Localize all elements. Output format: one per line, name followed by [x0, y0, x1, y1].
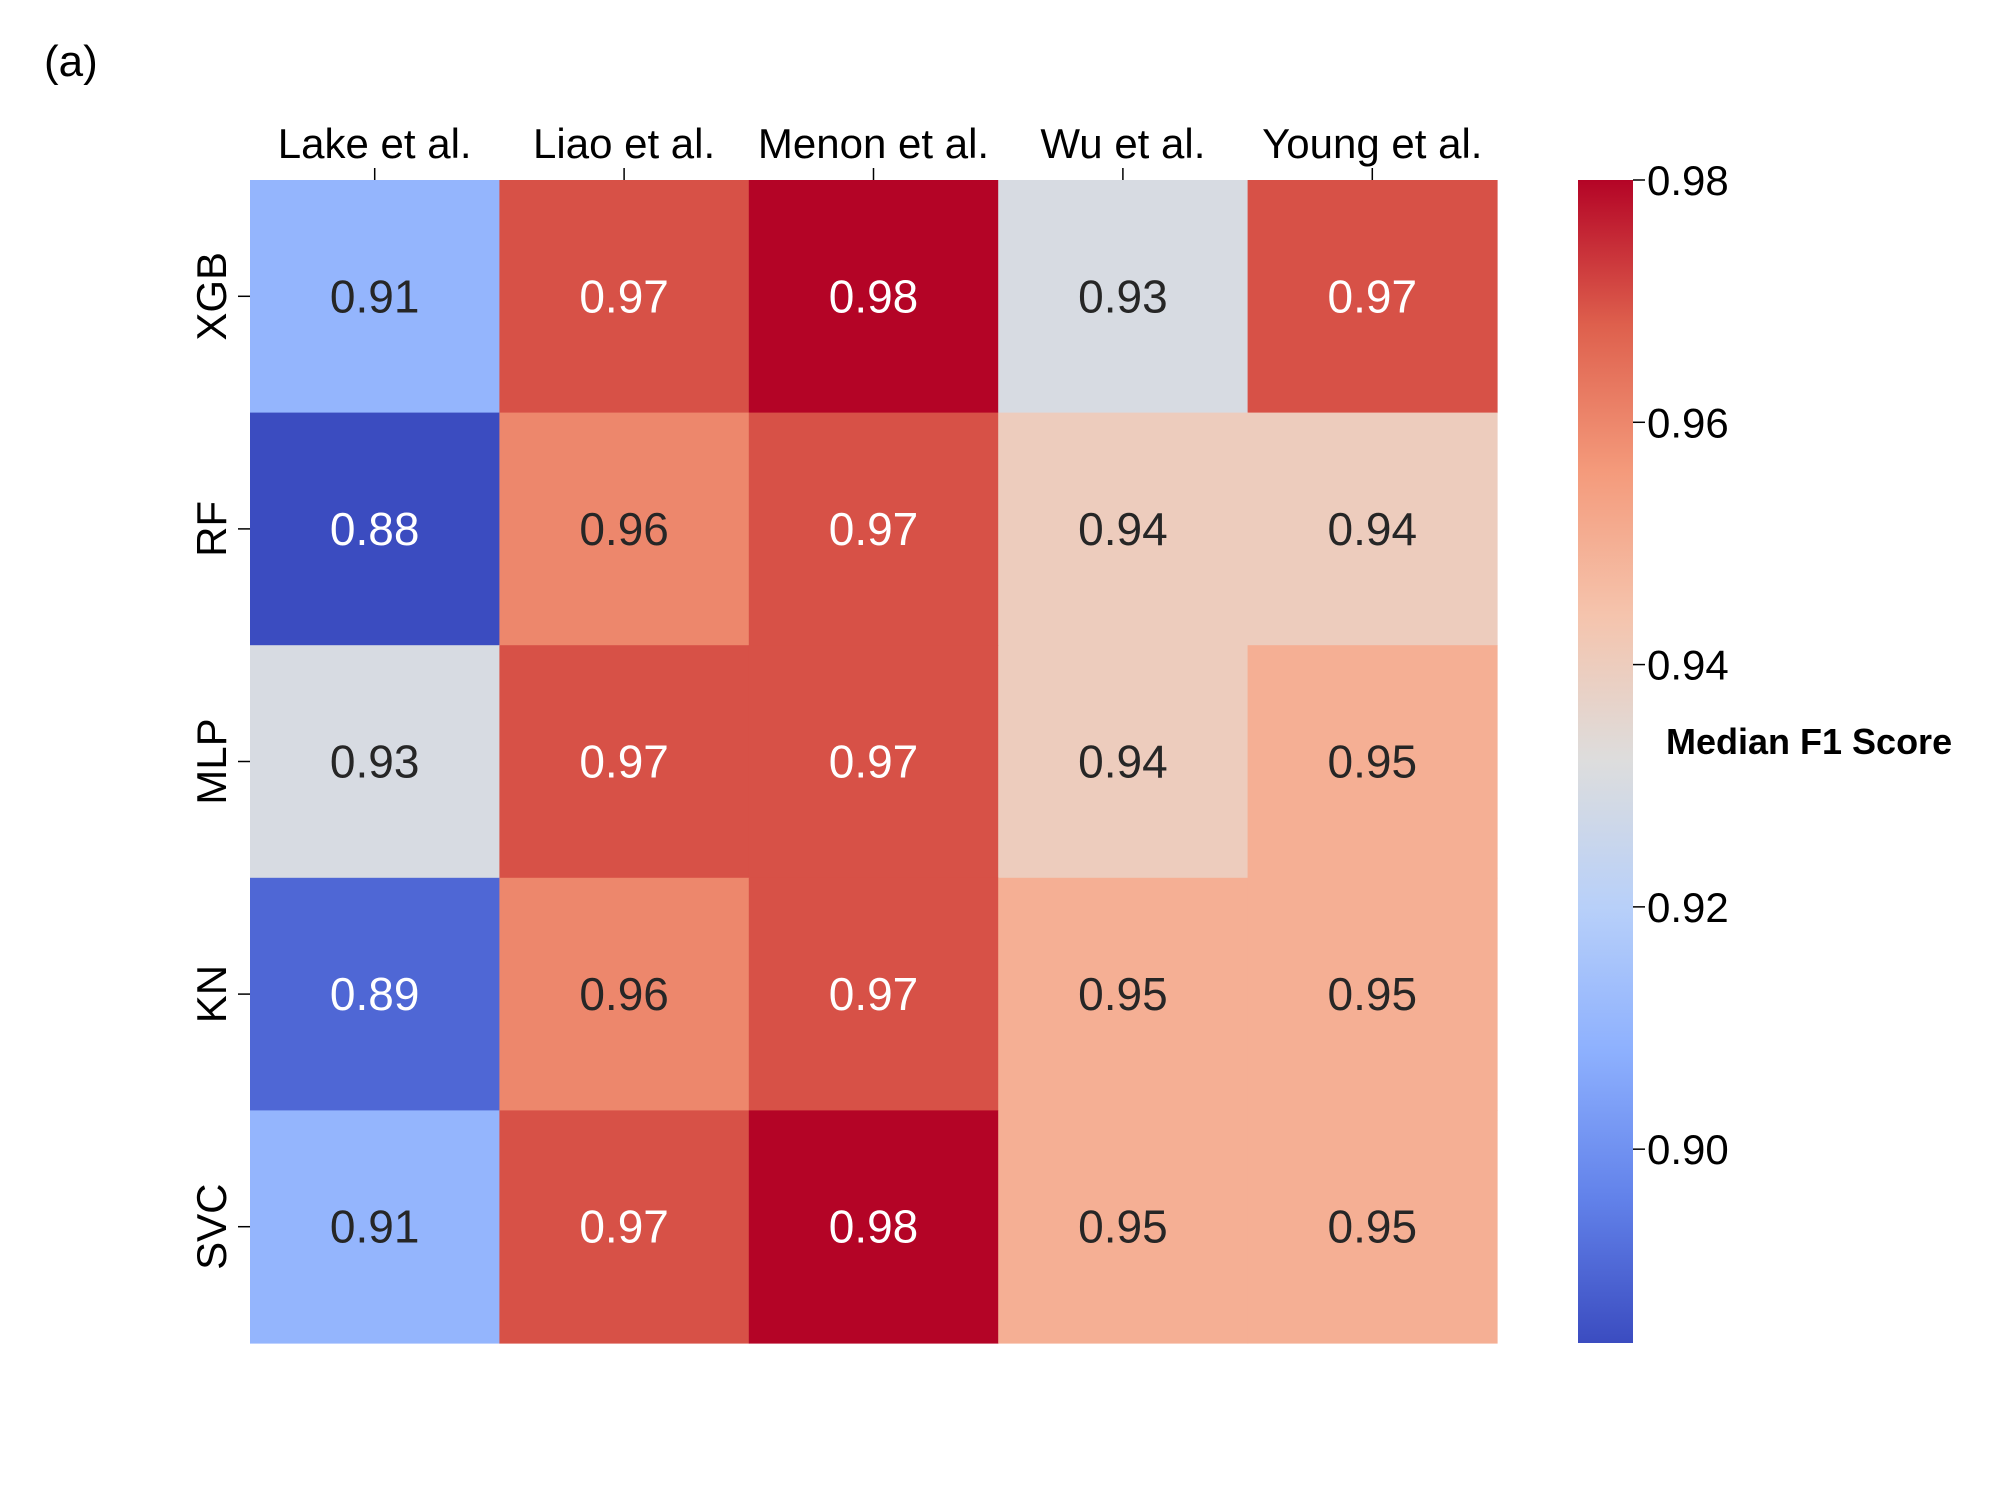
heatmap-cell-r0-c1: [499, 180, 750, 414]
heatmap-cells: [250, 180, 1498, 1344]
cell-value-label-r1-c1: 0.96: [579, 503, 669, 555]
cell-value-label-r4-c0: 0.91: [330, 1201, 420, 1253]
cell-value-label-r1-c2: 0.97: [829, 503, 919, 555]
cell-value-label-r0-c4: 0.97: [1328, 270, 1418, 322]
colorbar: 0.90 0.92 0.94 0.96 0.98 Median F1 Score: [1578, 157, 1952, 1343]
cell-value-label-r1-c0: 0.88: [330, 503, 420, 555]
cell-value-label-r3-c2: 0.97: [829, 968, 919, 1020]
heatmap-cell-r2-c2: [748, 645, 999, 879]
heatmap-cell-labels: 0.91 0.97 0.98 0.93 0.97 0.88 0.96 0.97 0.94 0.94…: [330, 270, 1417, 1252]
x-tick-label-2: Menon et al.: [758, 120, 989, 167]
cell-value-label-r0-c2: 0.98: [829, 270, 919, 322]
cell-value-label-r3-c1: 0.96: [579, 968, 669, 1020]
colorbar-tick-label-2: 0.94: [1647, 642, 1729, 689]
heatmap-cell-r1-c1: [499, 412, 750, 646]
heatmap-cell-r1-c4: [1247, 412, 1498, 646]
cell-value-label-r4-c4: 0.95: [1328, 1201, 1418, 1253]
heatmap-cell-r3-c0: [250, 877, 500, 1111]
colorbar-tick-label-0: 0.90: [1647, 1126, 1729, 1173]
cell-value-label-r2-c4: 0.95: [1328, 736, 1418, 788]
colorbar-gradient: [1578, 180, 1633, 1343]
heatmap-cell-r1-c2: [748, 412, 999, 646]
x-axis-top: Lake et al. Liao et al. Menon et al. Wu et …: [278, 120, 1482, 180]
cell-value-label-r3-c3: 0.95: [1078, 968, 1168, 1020]
x-tick-label-0: Lake et al.: [278, 120, 472, 167]
heatmap-cell-r0-c3: [998, 180, 1249, 414]
cell-value-label-r2-c1: 0.97: [579, 736, 669, 788]
heatmap-cell-r3-c4: [1247, 877, 1498, 1111]
panel-label: (a): [44, 37, 98, 86]
cell-value-label-r4-c2: 0.98: [829, 1201, 919, 1253]
cell-value-label-r0-c1: 0.97: [579, 270, 669, 322]
y-tick-label-1: RF: [188, 501, 235, 557]
cell-value-label-r4-c1: 0.97: [579, 1201, 669, 1253]
heatmap-cell-r3-c3: [998, 877, 1249, 1111]
y-tick-label-0: XGB: [188, 252, 235, 341]
cell-value-label-r3-c0: 0.89: [330, 968, 420, 1020]
cell-value-label-r2-c3: 0.94: [1078, 736, 1168, 788]
heatmap-cell-r1-c0: [250, 412, 500, 646]
heatmap-cell-r4-c4: [1247, 1110, 1498, 1344]
heatmap-cell-r4-c1: [499, 1110, 750, 1344]
heatmap-cell-r0-c2: [748, 180, 999, 414]
y-tick-label-2: MLP: [188, 718, 235, 804]
heatmap-cell-r2-c1: [499, 645, 750, 879]
y-tick-label-4: SVC: [188, 1184, 235, 1270]
heatmap-cell-r4-c0: [250, 1110, 500, 1344]
heatmap-cell-r2-c0: [250, 645, 500, 879]
heatmap-cell-r3-c2: [748, 877, 999, 1111]
heatmap-cell-r4-c3: [998, 1110, 1249, 1344]
heatmap-cell-r2-c3: [998, 645, 1249, 879]
colorbar-tick-label-3: 0.96: [1647, 399, 1729, 446]
heatmap-cell-r2-c4: [1247, 645, 1498, 879]
cell-value-label-r1-c3: 0.94: [1078, 503, 1168, 555]
cell-value-label-r2-c2: 0.97: [829, 736, 919, 788]
heatmap-cell-r4-c2: [748, 1110, 999, 1344]
heatmap-cell-r3-c1: [499, 877, 750, 1111]
y-tick-label-3: KN: [188, 965, 235, 1023]
colorbar-tick-label-1: 0.92: [1647, 884, 1729, 931]
cell-value-label-r0-c0: 0.91: [330, 270, 420, 322]
cell-value-label-r1-c4: 0.94: [1328, 503, 1418, 555]
y-axis: XGB RF MLP KN SVC: [188, 252, 250, 1270]
cell-value-label-r3-c4: 0.95: [1328, 968, 1418, 1020]
cell-value-label-r0-c3: 0.93: [1078, 270, 1168, 322]
heatmap-cell-r0-c0: [250, 180, 500, 414]
cell-value-label-r4-c3: 0.95: [1078, 1201, 1168, 1253]
x-tick-label-4: Young et al.: [1262, 120, 1482, 167]
x-tick-label-3: Wu et al.: [1040, 120, 1205, 167]
colorbar-label: Median F1 Score: [1666, 721, 1952, 762]
x-tick-label-1: Liao et al.: [533, 120, 715, 167]
heatmap-cell-r0-c4: [1247, 180, 1498, 414]
cell-value-label-r2-c0: 0.93: [330, 736, 420, 788]
colorbar-tick-label-4: 0.98: [1647, 157, 1729, 204]
heatmap-cell-r1-c3: [998, 412, 1249, 646]
